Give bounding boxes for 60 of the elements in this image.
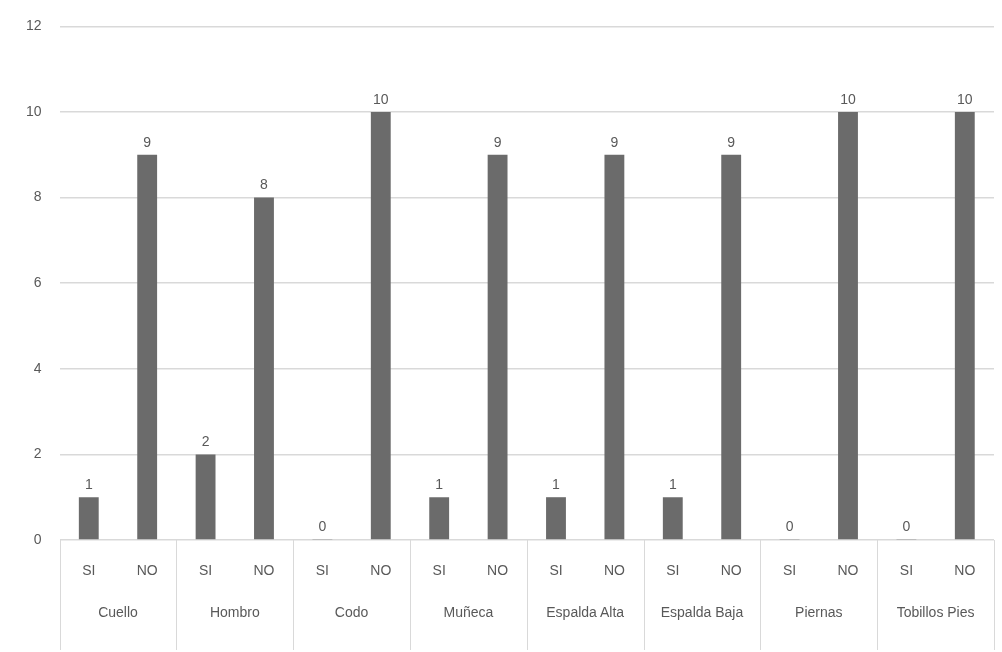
data-label: 9 <box>493 133 502 150</box>
bar <box>604 154 625 540</box>
data-label: 9 <box>143 133 152 150</box>
text: SI <box>198 561 213 578</box>
data-label: 1 <box>84 476 93 493</box>
x-tick-label: Hombro <box>209 603 260 620</box>
data-label: 8 <box>260 176 269 193</box>
data-label: 0 <box>785 517 794 534</box>
x-tick-label: Cuello <box>98 603 139 620</box>
bar <box>838 112 858 540</box>
data-label: 1 <box>435 476 444 493</box>
data-label: 1 <box>552 476 561 493</box>
y-tick-label: 0 <box>33 530 42 547</box>
series-label: SI <box>82 561 96 578</box>
bar <box>137 154 158 540</box>
text: SI <box>899 561 914 578</box>
bar <box>429 497 450 540</box>
x-tick-label: Muñeca <box>443 603 494 620</box>
data-label: 10 <box>957 90 973 107</box>
text: NO <box>487 561 509 578</box>
y-tick-label: 8 <box>33 188 42 205</box>
bar <box>662 497 683 540</box>
text: SI <box>315 561 329 578</box>
data-label: 0 <box>902 517 911 534</box>
text: NO <box>370 561 392 578</box>
data-label: 9 <box>610 133 619 150</box>
x-tick-label: Espalda Alta <box>546 603 625 620</box>
x-tick-label: Tobillos Pies <box>896 603 975 620</box>
bar <box>78 497 99 540</box>
data-label: 9 <box>727 133 736 150</box>
y-tick-label: 12 <box>25 17 42 34</box>
series-label: NO <box>136 561 158 578</box>
x-tick-label: Espalda Baja <box>660 603 744 620</box>
y-tick-label: 4 <box>33 359 42 376</box>
y-tick-label: 10 <box>25 102 42 119</box>
bar <box>721 154 742 540</box>
x-tick-label: Piernas <box>795 603 843 620</box>
text: SI <box>432 561 446 578</box>
bar <box>487 154 508 540</box>
text: SI <box>549 561 563 578</box>
text: NO <box>603 561 625 578</box>
text: SI <box>782 561 797 578</box>
data-label: 10 <box>372 90 389 107</box>
data-label: 2 <box>201 433 210 450</box>
text: NO <box>954 561 976 578</box>
text: NO <box>253 561 275 578</box>
bar <box>254 197 274 540</box>
bar <box>195 454 216 540</box>
data-label: 1 <box>668 476 677 493</box>
data-label: 0 <box>318 517 327 534</box>
x-tick-label: Codo <box>334 603 369 620</box>
y-tick-label: 6 <box>33 274 42 291</box>
data-label: 10 <box>840 90 856 107</box>
text: NO <box>837 561 859 578</box>
text: NO <box>720 561 742 578</box>
y-tick-label: 2 <box>33 445 42 462</box>
bar <box>370 112 391 540</box>
text: SI <box>666 561 680 578</box>
bar <box>546 497 566 540</box>
bar <box>954 112 975 540</box>
